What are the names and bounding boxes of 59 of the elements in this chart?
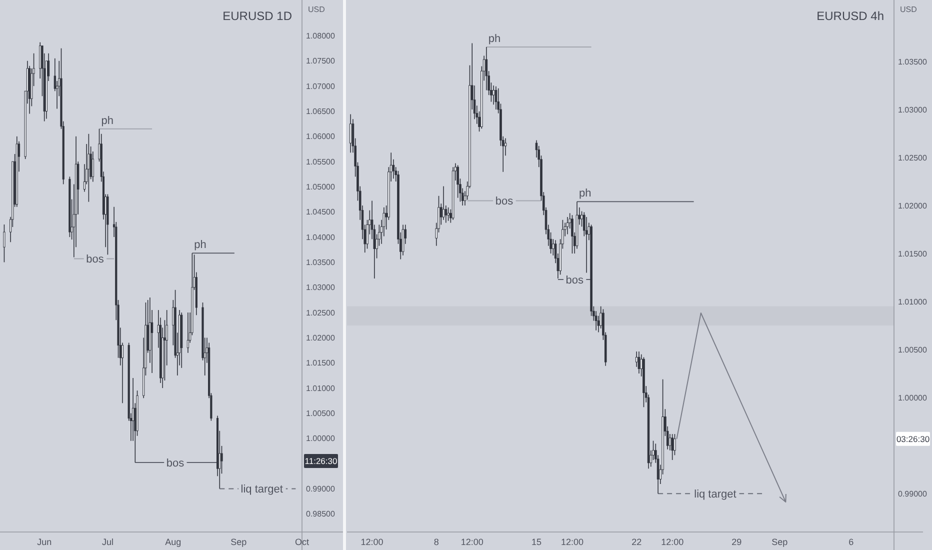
- x-tick-label: 29: [732, 537, 742, 547]
- annotation: 03:26:30: [896, 434, 930, 444]
- x-tick-label: Aug: [165, 537, 182, 547]
- x-tick-label: 22: [632, 537, 642, 547]
- y-tick-label: 1.06500: [306, 107, 336, 116]
- x-tick-label: 15: [531, 537, 542, 547]
- y-tick-label: 1.02000: [306, 334, 336, 343]
- y-tick-label: 1.07000: [306, 82, 336, 91]
- x-tick-label: Oct: [294, 537, 310, 547]
- candlestick: [186, 312, 189, 354]
- y-tick-label: 1.01500: [898, 249, 928, 258]
- y-tick-label: 1.07500: [306, 56, 336, 66]
- annotation: bos: [495, 196, 514, 208]
- y-tick-label: 1.00500: [306, 409, 336, 418]
- y-tick-label: 1.03000: [898, 105, 928, 114]
- candlestick: [3, 224, 6, 263]
- y-tick-label: 1.08000: [306, 32, 336, 41]
- x-tick-label: 8: [434, 537, 439, 547]
- text: EURUSD 1D: [222, 9, 292, 23]
- text: EURUSD 4h: [816, 9, 884, 23]
- y-tick-label: 0.98500: [306, 510, 336, 519]
- candlestick: [88, 133, 90, 202]
- y-tick-label: 0.99000: [306, 484, 336, 494]
- y-axis-title: USD: [308, 5, 326, 14]
- x-tick-label: 6: [848, 537, 854, 547]
- y-tick-label: 1.00000: [898, 393, 928, 402]
- y-axis-title: USD: [900, 5, 918, 14]
- x-tick-label: 12:00: [560, 537, 584, 547]
- x-tick-label: Sep: [772, 537, 788, 547]
- y-tick-label: 1.03500: [306, 258, 336, 268]
- y-tick-label: 1.02000: [898, 201, 928, 210]
- y-tick-label: 1.02500: [898, 153, 928, 162]
- x-tick-label: Sep: [230, 537, 247, 547]
- y-tick-label: 1.00500: [898, 345, 928, 354]
- y-tick-label: 1.05000: [306, 182, 336, 192]
- y-tick-label: 1.02500: [306, 308, 336, 318]
- y-tick-label: 1.04000: [306, 232, 336, 242]
- annotation: ph: [194, 239, 206, 252]
- annotation: ph: [579, 188, 592, 200]
- y-tick-label: 1.04500: [306, 208, 336, 217]
- annotation: liq target: [240, 484, 283, 496]
- x-tick-label: 12:00: [460, 537, 484, 547]
- y-tick-label: 1.01000: [898, 297, 928, 306]
- x-tick-label: 12:00: [360, 537, 384, 547]
- y-tick-label: 0.99000: [898, 489, 928, 498]
- y-tick-label: 1.01000: [306, 384, 336, 393]
- annotation: bos: [86, 254, 104, 266]
- annotation: ph: [488, 33, 501, 46]
- x-tick-label: Jul: [102, 537, 114, 547]
- x-tick-label: 12:00: [661, 537, 684, 547]
- y-tick-label: 1.03500: [898, 57, 928, 66]
- annotation: ph: [101, 114, 114, 127]
- y-tick-label: 1.00000: [306, 434, 336, 444]
- x-tick-label: Jun: [37, 537, 52, 547]
- y-tick-label: 1.01500: [306, 358, 336, 368]
- y-tick-label: 1.03000: [306, 283, 336, 292]
- y-tick-label: 1.06000: [306, 132, 336, 142]
- y-tick-label: 1.05500: [306, 157, 336, 166]
- annotation: 11:26:30: [304, 456, 338, 466]
